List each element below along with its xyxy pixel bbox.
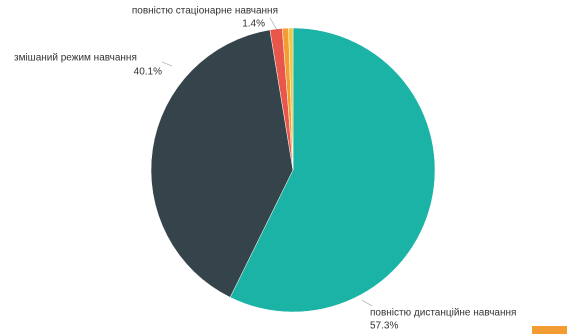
pie-slice — [229, 27, 436, 313]
corner-decoration — [532, 326, 567, 334]
pie-slice — [288, 27, 294, 171]
slice-label: повністю дистанційне навчання — [370, 308, 516, 319]
pie-slice — [150, 29, 294, 298]
slice-value: 40.1% — [134, 67, 162, 78]
leader-line — [361, 299, 373, 307]
slice-value: 1.4% — [242, 19, 265, 30]
leader-line — [269, 17, 278, 31]
slice-value: 57.3% — [370, 321, 398, 332]
slice-label: повністю стаціонарне навчання — [132, 6, 278, 17]
leader-line — [161, 61, 173, 67]
slice-label: змішаний режим навчання — [14, 53, 137, 64]
